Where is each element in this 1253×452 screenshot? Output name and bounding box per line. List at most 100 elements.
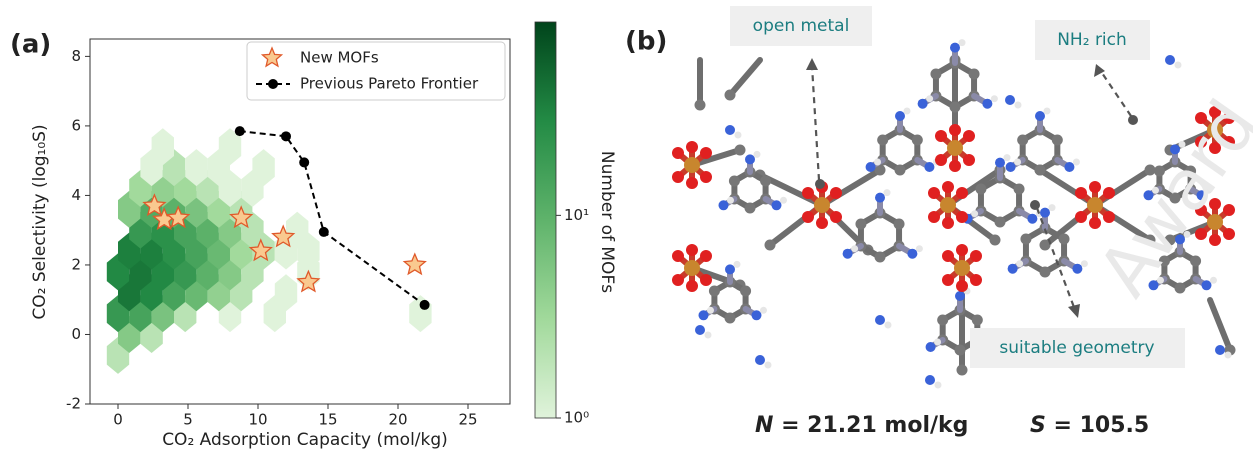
atom [957, 365, 968, 376]
legend-label: New MOFs [300, 49, 379, 67]
atom [1223, 204, 1235, 216]
atom [735, 145, 746, 156]
atom [950, 102, 961, 113]
atom [695, 325, 705, 335]
atom [1089, 217, 1101, 229]
atom [950, 43, 960, 53]
atom [1215, 345, 1225, 355]
x-tick-label: 10 [248, 411, 267, 429]
value-text: = 21.21 mol/kg [781, 413, 968, 438]
atom [942, 181, 954, 193]
annotation-text: NH₂ rich [1057, 30, 1127, 50]
symbol: S [1030, 413, 1046, 438]
atom [843, 249, 853, 259]
atom [972, 315, 983, 326]
atom [734, 261, 741, 268]
y-axis-label: CO₂ Selectivity (log₁₀S) [30, 124, 50, 319]
atom [695, 100, 706, 111]
atom [802, 187, 814, 199]
y-tick-label: -2 [66, 395, 81, 413]
atom [1017, 135, 1028, 146]
atom [963, 130, 975, 142]
atom [686, 244, 698, 256]
atom [942, 274, 954, 286]
atom [1165, 55, 1175, 65]
atom [969, 69, 980, 80]
atom [1014, 184, 1025, 195]
atom [672, 250, 684, 262]
atom [1075, 187, 1087, 199]
symbol: N [755, 413, 773, 438]
atom [956, 187, 968, 199]
bond [730, 60, 760, 95]
hexbin [409, 295, 431, 332]
atom [884, 189, 891, 196]
atom [1175, 283, 1186, 294]
atom [672, 147, 684, 159]
atom [735, 132, 742, 139]
atom [935, 154, 947, 166]
atom [937, 315, 948, 326]
atom [895, 165, 906, 176]
atom [875, 315, 885, 325]
atom [684, 260, 700, 276]
atom [874, 159, 881, 166]
atom [885, 322, 892, 329]
frontier-point [281, 131, 291, 141]
atom [700, 250, 712, 262]
atom [1209, 234, 1221, 246]
atom [1064, 162, 1074, 172]
atom [707, 307, 714, 314]
atom [1014, 159, 1021, 166]
frontier-point [420, 300, 430, 310]
atom [918, 99, 928, 109]
atom [1006, 162, 1016, 172]
figure: (a) CO₂ Adsorption Capacity (mol/kg) CO₂… [0, 0, 1253, 452]
y-tick-label: 4 [71, 186, 81, 204]
y-tick-label: 2 [71, 255, 81, 273]
atom [877, 135, 888, 146]
atom [760, 307, 767, 314]
atom [1175, 62, 1182, 69]
x-tick-label: 25 [458, 411, 477, 429]
atom [1073, 159, 1080, 166]
atom [949, 160, 961, 172]
atom [970, 250, 982, 262]
atom [934, 339, 941, 346]
atom [1089, 181, 1101, 193]
result-text: N = 21.21 mol/kg [755, 413, 968, 438]
atom [924, 162, 934, 172]
plot-area [107, 128, 432, 374]
atom [955, 291, 965, 301]
atom [1049, 204, 1056, 211]
legend-label: Previous Pareto Frontier [300, 75, 479, 93]
atom [718, 200, 728, 210]
atom [1035, 111, 1045, 121]
atom [725, 90, 736, 101]
colorbar-label: Number of MOFs [597, 151, 617, 293]
atom [1223, 228, 1235, 240]
bond [1210, 300, 1230, 350]
atom [935, 382, 942, 389]
colorbar-tick-label: 10⁰ [564, 409, 589, 427]
atom [940, 197, 956, 213]
atom [754, 151, 761, 158]
atom [942, 250, 954, 262]
atom [956, 244, 968, 256]
atom [1004, 154, 1011, 161]
atom [954, 260, 970, 276]
atom [963, 154, 975, 166]
atom [970, 274, 982, 286]
atom [990, 235, 1001, 246]
atom [866, 162, 876, 172]
atom [995, 217, 1006, 228]
atom [904, 108, 911, 115]
atom [700, 147, 712, 159]
atom [816, 217, 828, 229]
x-tick-label: 20 [388, 411, 407, 429]
atom [995, 158, 1005, 168]
atom [672, 274, 684, 286]
atom [1059, 234, 1070, 245]
atom [1202, 280, 1212, 290]
atom [745, 154, 755, 164]
